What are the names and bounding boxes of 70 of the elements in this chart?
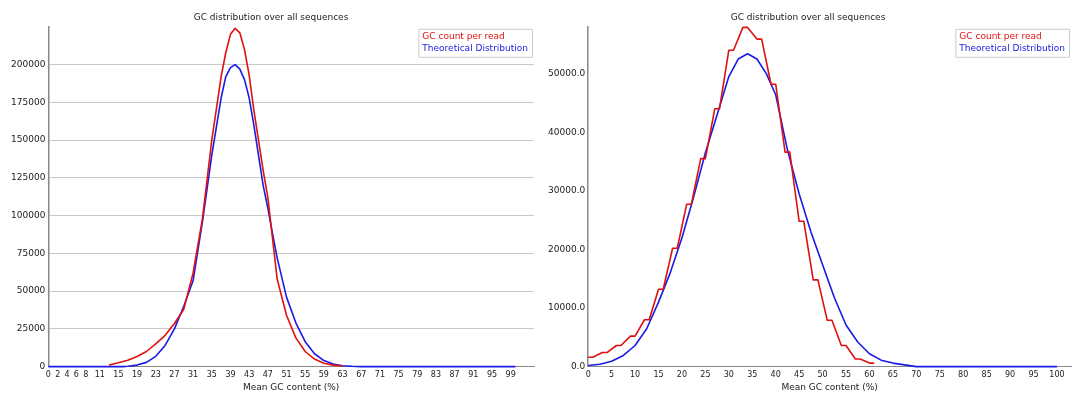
chart-title: GC distribution over all sequences bbox=[193, 11, 349, 22]
y-tick-label: 50000 bbox=[16, 285, 46, 296]
x-tick-label: 63 bbox=[337, 370, 348, 380]
x-tick-label: 43 bbox=[244, 370, 255, 380]
x-tick-label: 83 bbox=[430, 370, 442, 380]
x-tick-label: 40 bbox=[770, 370, 781, 380]
x-tick-label: 71 bbox=[374, 370, 385, 380]
x-tick-label: 75 bbox=[934, 370, 945, 380]
x-tick-label: 2 bbox=[55, 370, 61, 380]
x-tick-label: 15 bbox=[653, 370, 664, 380]
x-tick-label: 20 bbox=[676, 370, 688, 380]
x-tick-label: 60 bbox=[864, 370, 875, 380]
x-tick-label: 70 bbox=[911, 370, 922, 380]
y-tick-label: 20000.0 bbox=[548, 243, 586, 254]
chart-title: GC distribution over all sequences bbox=[730, 11, 886, 22]
x-tick-label: 100 bbox=[1049, 370, 1065, 380]
x-tick-label: 4 bbox=[64, 370, 70, 380]
x-tick-label: 19 bbox=[131, 370, 143, 380]
x-tick-label: 35 bbox=[747, 370, 758, 380]
x-tick-label: 27 bbox=[169, 370, 180, 380]
x-tick-label: 51 bbox=[281, 370, 292, 380]
x-tick-label: 45 bbox=[794, 370, 805, 380]
y-tick-label: 25000 bbox=[16, 323, 46, 334]
text: Theoretical Distribution bbox=[958, 43, 1066, 54]
x-tick-label: 30 bbox=[723, 370, 734, 380]
text: Theoretical Distribution bbox=[421, 43, 529, 54]
y-tick-label: 40000.0 bbox=[548, 126, 586, 137]
x-tick-label: 23 bbox=[150, 370, 161, 380]
x-tick-label: 79 bbox=[412, 370, 423, 380]
x-tick-label: 99 bbox=[505, 370, 516, 380]
x-tick-label: 95 bbox=[1028, 370, 1039, 380]
x-tick-label: 75 bbox=[393, 370, 404, 380]
x-tick-label: 47 bbox=[262, 370, 273, 380]
x-tick-label: 11 bbox=[94, 370, 105, 380]
x-tick-label: 39 bbox=[225, 370, 236, 380]
y-tick-label: 0 bbox=[39, 360, 46, 371]
y-tick-label: 150000 bbox=[11, 134, 46, 145]
x-axis-title: Mean GC content (%) bbox=[781, 381, 878, 392]
x-tick-label: 80 bbox=[958, 370, 969, 380]
y-tick-label: 0.0 bbox=[570, 360, 586, 371]
x-tick-label: 5 bbox=[609, 370, 615, 380]
x-tick-label: 95 bbox=[486, 370, 498, 380]
x-tick-label: 31 bbox=[188, 370, 199, 380]
x-tick-label: 67 bbox=[356, 370, 367, 380]
y-tick-label: 50000.0 bbox=[548, 68, 586, 79]
x-tick-label: 55 bbox=[840, 370, 852, 380]
x-tick-label: 6 bbox=[73, 370, 79, 380]
x-tick-label: 65 bbox=[887, 370, 898, 380]
text: GC count per read bbox=[422, 31, 505, 42]
y-tick-label: 30000.0 bbox=[548, 185, 586, 196]
x-tick-label: 8 bbox=[83, 370, 89, 380]
x-tick-label: 85 bbox=[981, 370, 992, 380]
x-tick-label: 15 bbox=[113, 370, 124, 380]
x-tick-label: 91 bbox=[468, 370, 479, 380]
y-tick-label: 10000.0 bbox=[548, 302, 586, 313]
x-tick-label: 25 bbox=[700, 370, 711, 380]
x-axis-title: Mean GC content (%) bbox=[242, 381, 340, 392]
y-tick-label: 175000 bbox=[11, 96, 46, 107]
y-tick-label: 75000 bbox=[16, 247, 46, 258]
x-tick-label: 87 bbox=[449, 370, 460, 380]
y-tick-label: 100000 bbox=[11, 209, 46, 220]
x-tick-label: 50 bbox=[817, 370, 828, 380]
x-tick-label: 10 bbox=[630, 370, 641, 380]
y-tick-label: 200000 bbox=[11, 58, 46, 69]
x-tick-label: 59 bbox=[318, 370, 329, 380]
x-tick-label: 55 bbox=[300, 370, 311, 380]
x-tick-label: 90 bbox=[1004, 370, 1016, 380]
text: GC count per read bbox=[959, 31, 1042, 42]
y-tick-label: 125000 bbox=[11, 172, 46, 183]
x-tick-label: 35 bbox=[206, 370, 217, 380]
